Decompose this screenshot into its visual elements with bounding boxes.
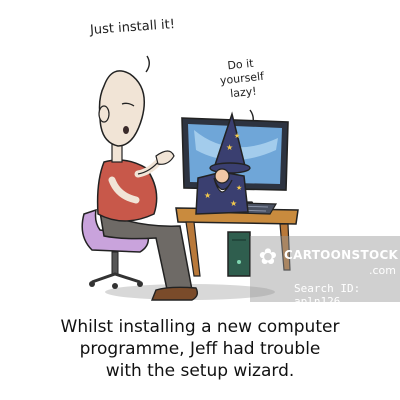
watermark-search-id: Search ID: apln126 — [294, 282, 361, 308]
cartoonstock-logo-icon: ✿ — [258, 245, 278, 270]
watermark-brand: CARTOONSTOCK — [284, 248, 399, 262]
caption-line: programme, Jeff had trouble — [79, 339, 321, 359]
computer-tower — [227, 231, 251, 277]
wizard-character: ★ ★ ★ ★ ★ — [195, 111, 251, 215]
wizard-speech-bubble: Do it yourself lazy! — [210, 55, 274, 103]
man-character — [96, 70, 199, 301]
svg-text:★: ★ — [204, 191, 211, 200]
caption-line: with the setup wizard. — [105, 361, 295, 381]
office-chair — [81, 208, 150, 289]
watermark-domain: .com — [369, 264, 396, 277]
cartoonstock-watermark: ✿ CARTOONSTOCK .com Search ID: apln126 — [250, 236, 400, 308]
caption-line: Whilst installing a new computer — [60, 317, 340, 337]
cartoon-caption: Whilst installing a new computer program… — [30, 316, 370, 382]
man-speech-tail — [145, 55, 150, 73]
svg-text:★: ★ — [230, 199, 237, 208]
svg-text:★: ★ — [234, 132, 240, 140]
svg-text:★: ★ — [226, 143, 233, 152]
svg-text:★: ★ — [236, 184, 242, 192]
